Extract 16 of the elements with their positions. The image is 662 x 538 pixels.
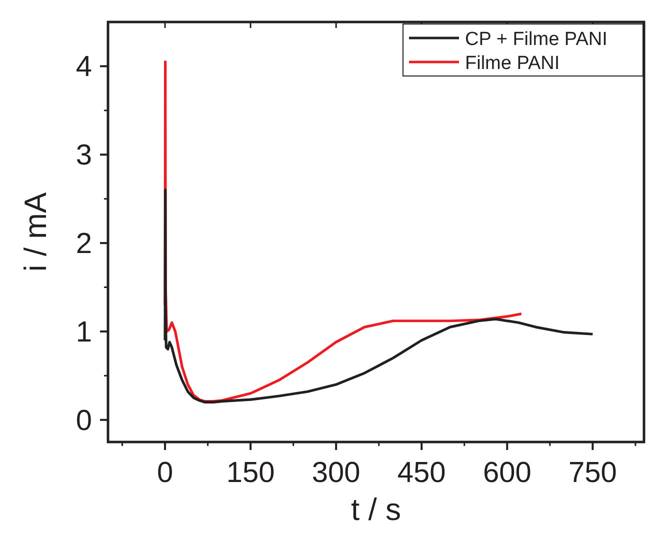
y-tick-label: 1 bbox=[76, 316, 92, 348]
x-tick-label: 600 bbox=[482, 457, 532, 489]
x-tick-label: 150 bbox=[226, 457, 275, 489]
x-axis-title: t / s bbox=[351, 492, 401, 527]
y-tick-label: 3 bbox=[76, 140, 92, 172]
x-tick-label: 450 bbox=[397, 457, 446, 489]
x-tick-label: 0 bbox=[156, 457, 174, 489]
y-tick-label: 4 bbox=[76, 51, 92, 84]
line-series bbox=[164, 188, 594, 404]
legend-label: Filme PANI bbox=[465, 53, 560, 74]
y-tick-label: 0 bbox=[76, 404, 92, 437]
y-axis-title: i / mA bbox=[18, 192, 53, 272]
y-tick-label: 2 bbox=[76, 228, 92, 260]
x-tick-label: 300 bbox=[312, 457, 360, 489]
x-tick-label: 750 bbox=[568, 457, 617, 489]
legend-label: CP + Filme PANI bbox=[465, 29, 608, 50]
